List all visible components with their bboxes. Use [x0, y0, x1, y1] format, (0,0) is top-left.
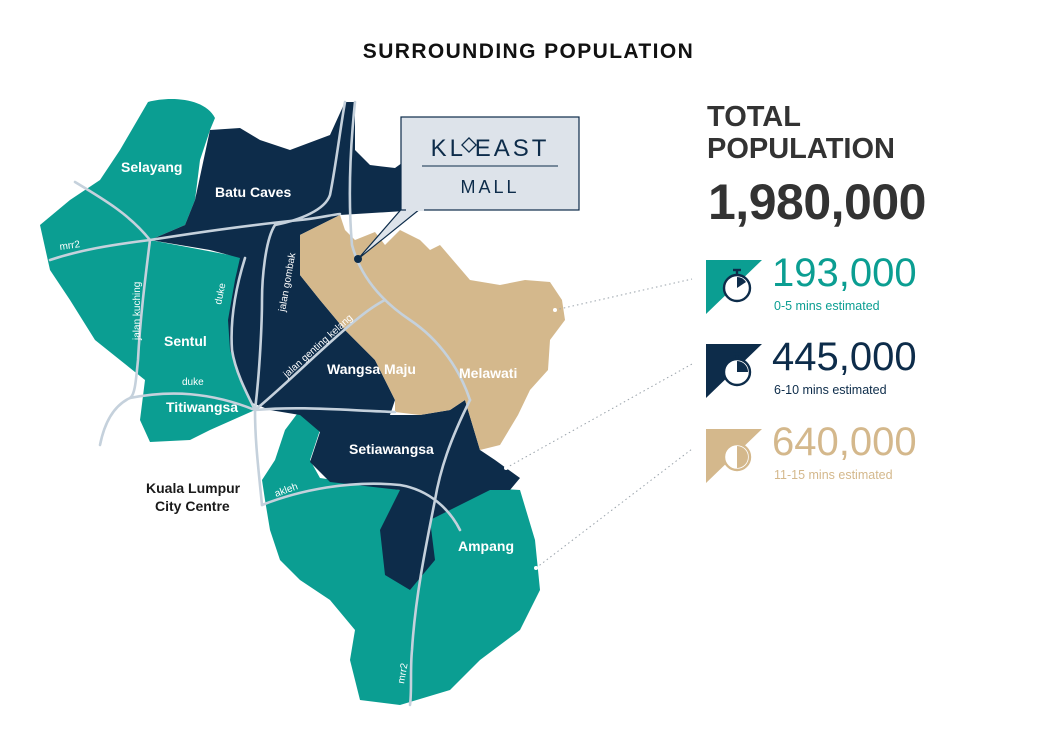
label-titiwangsa: Titiwangsa	[166, 399, 238, 415]
road-mrr2-south	[408, 398, 472, 707]
total-label-line2: POPULATION	[707, 133, 895, 165]
stat-caption: 0-5 mins estimated	[774, 299, 880, 313]
label-melawati: Melawati	[459, 365, 517, 381]
total-population-value: 1,980,000	[708, 174, 926, 230]
leader-tan	[554, 278, 693, 311]
road-mrr2-north	[48, 212, 342, 262]
road-west-spur	[73, 180, 152, 242]
stat-6-10-mins: 445,000 6-10 mins estimated	[706, 335, 1036, 402]
stat-caption: 6-10 mins estimated	[774, 383, 887, 397]
stopwatch-icon	[706, 429, 762, 483]
label-wangsa-maju: Wangsa Maju	[327, 361, 416, 377]
stopwatch-icon	[706, 260, 762, 314]
label-klcc-line1: Kuala Lumpur	[146, 480, 241, 496]
leader-dot-teal	[534, 566, 538, 570]
road-jalan-kuching	[98, 238, 152, 447]
road-label-mrr2-north: mrr2	[59, 239, 81, 253]
leader-dot-tan	[553, 308, 557, 312]
road-east	[348, 100, 472, 402]
zone-tan	[300, 215, 565, 450]
road-label-mrr2-south: mrr2	[396, 662, 410, 685]
road-jalan-genting-kelang	[253, 298, 387, 412]
total-population-label: TOTAL POPULATION	[707, 101, 895, 165]
mall-callout-pointer-gap	[406, 204, 424, 211]
road-kl-centre	[253, 408, 264, 507]
mall-logo-line2: MALL	[460, 177, 519, 197]
road-network	[48, 100, 472, 707]
road-mid-link	[253, 406, 397, 414]
stat-value: 445,000	[772, 335, 917, 379]
label-ampang: Ampang	[458, 538, 514, 554]
stopwatch-icon	[706, 344, 762, 398]
mall-callout-box	[400, 116, 580, 211]
leader-dot-navy	[504, 466, 508, 470]
road-akleh	[260, 482, 462, 532]
stat-0-5-mins: 193,000 0-5 mins estimated	[706, 251, 1036, 318]
label-klcc-line2: City Centre	[155, 498, 230, 514]
road-jalan-gombak	[253, 100, 347, 412]
label-batu-caves: Batu Caves	[215, 184, 291, 200]
page-title: SURROUNDING POPULATION	[362, 40, 695, 63]
total-label-line1: TOTAL	[707, 101, 801, 133]
kl-east-emblem	[461, 137, 477, 153]
stat-11-15-mins: 640,000 11-15 mins estimated	[706, 420, 1036, 487]
zone-navy	[150, 102, 520, 590]
label-setiawangsa: Setiawangsa	[349, 441, 434, 457]
road-label-jalan-kuching: jalan kuching	[132, 282, 143, 341]
stat-value: 193,000	[772, 251, 917, 295]
mall-callout: KL EAST MALL	[400, 116, 580, 211]
mall-logo-line1: KL EAST	[431, 135, 550, 162]
road-label-duke-horizontal: duke	[182, 377, 204, 388]
road-label-duke-vertical: duke	[213, 282, 228, 306]
legend-leaders	[505, 278, 693, 569]
stat-value: 640,000	[772, 420, 917, 464]
road-duke-vertical	[230, 256, 257, 412]
stat-caption: 11-15 mins estimated	[774, 468, 893, 482]
label-sentul: Sentul	[164, 333, 207, 349]
label-selayang: Selayang	[121, 159, 182, 175]
road-duke-horizontal	[128, 392, 257, 412]
leader-teal	[535, 448, 693, 569]
